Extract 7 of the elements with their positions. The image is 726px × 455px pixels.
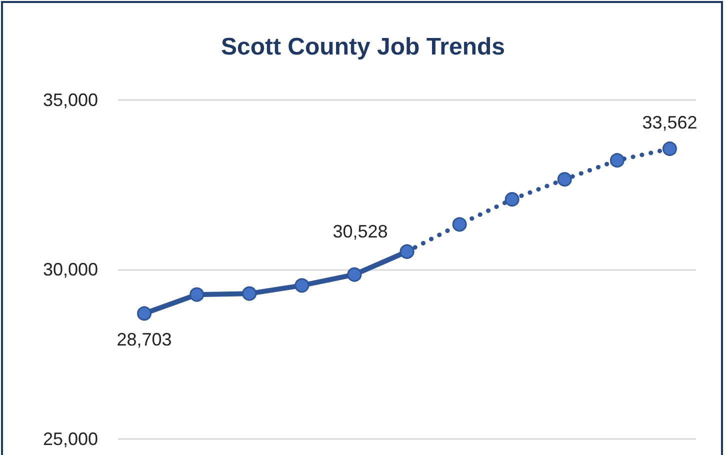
y-tick-label: 25,000 [42,429,98,449]
chart-title: Scott County Job Trends [220,34,506,60]
data-label: 28,703 [116,330,172,350]
data-label: 30,528 [332,222,388,242]
data-label: 33,562 [642,112,698,132]
y-tick-label: 35,000 [42,90,98,110]
y-tick-label: 30,000 [42,260,98,280]
